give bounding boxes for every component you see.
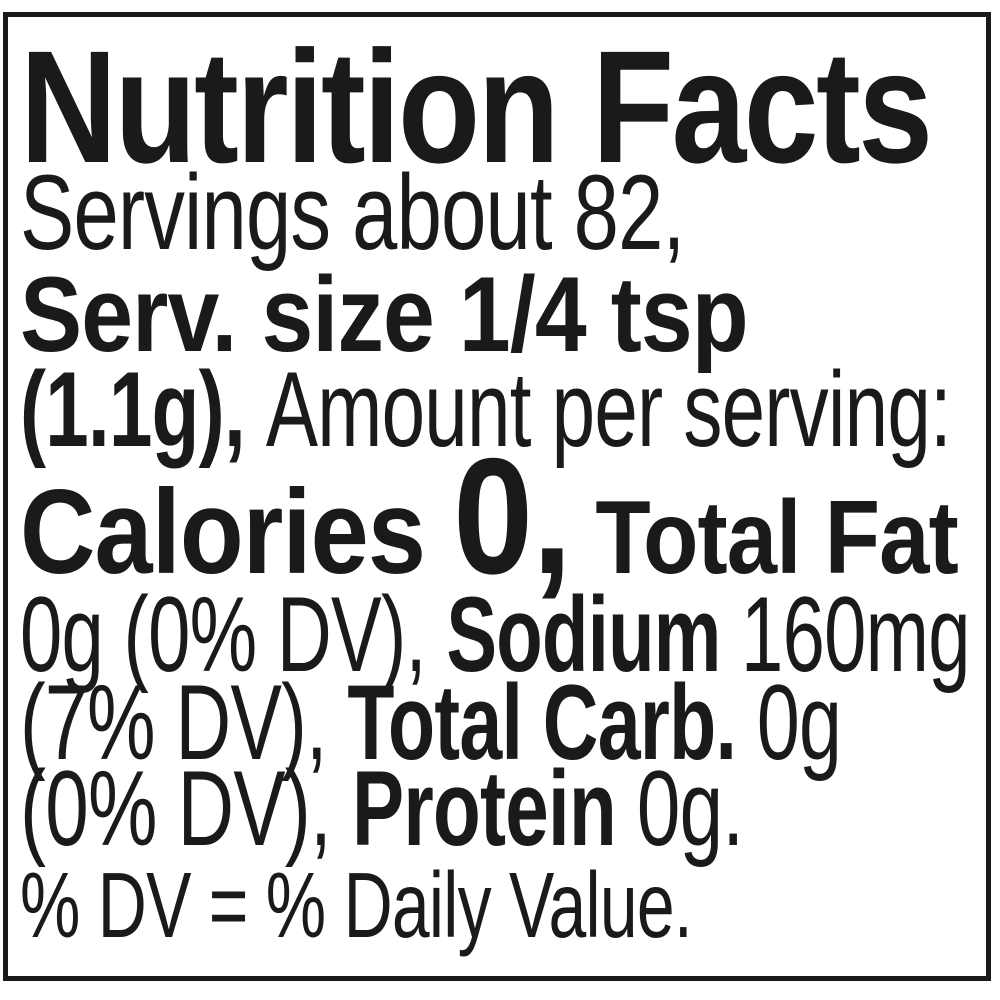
servings-line: Servings about 82, bbox=[20, 152, 894, 273]
label-title-text: Nutrition Facts bbox=[20, 17, 933, 196]
label-border bbox=[3, 12, 991, 981]
label-title: Nutrition Facts bbox=[20, 17, 1000, 197]
label-text-segment: Servings about 82, bbox=[20, 152, 685, 272]
label-text-segment: 0, bbox=[453, 424, 572, 608]
label-text-segment: Sodium bbox=[446, 574, 721, 694]
total-carb-line: (7% DV), Total Carb. 0g bbox=[20, 662, 1000, 783]
label-text-segment: 0g (0% DV), bbox=[20, 574, 447, 694]
label-text-segment: Total Fat bbox=[571, 480, 958, 596]
protein-line: (0% DV), Protein 0g. bbox=[20, 748, 1000, 869]
calories-line: Calories 0, Total Fat bbox=[20, 424, 1000, 608]
label-text-segment: Protein bbox=[351, 748, 617, 868]
label-text-segment: Total Carb. bbox=[347, 662, 737, 782]
serving-size-line: Serv. size 1/4 tsp bbox=[20, 254, 857, 375]
label-text-segment: (1.1g), bbox=[20, 349, 266, 469]
label-text-segment: 0g. bbox=[615, 748, 744, 868]
daily-value-footnote: % DV = % Daily Value. bbox=[20, 853, 941, 958]
sodium-line: 0g (0% DV), Sodium 160mg bbox=[20, 574, 1000, 695]
label-text-segment: 0g bbox=[736, 662, 842, 782]
label-text-segment: Calories bbox=[20, 465, 454, 599]
label-text-segment: (0% DV), bbox=[20, 748, 352, 868]
label-text-segment: Amount per serving: bbox=[265, 349, 952, 469]
amount-per-serving-line: (1.1g), Amount per serving: bbox=[20, 349, 1000, 470]
label-text-segment: (7% DV), bbox=[20, 662, 348, 782]
label-text-segment: 160mg bbox=[720, 574, 970, 694]
label-text-segment: Serv. size 1/4 tsp bbox=[20, 254, 749, 374]
daily-value-footnote-text: % DV = % Daily Value. bbox=[20, 853, 693, 957]
